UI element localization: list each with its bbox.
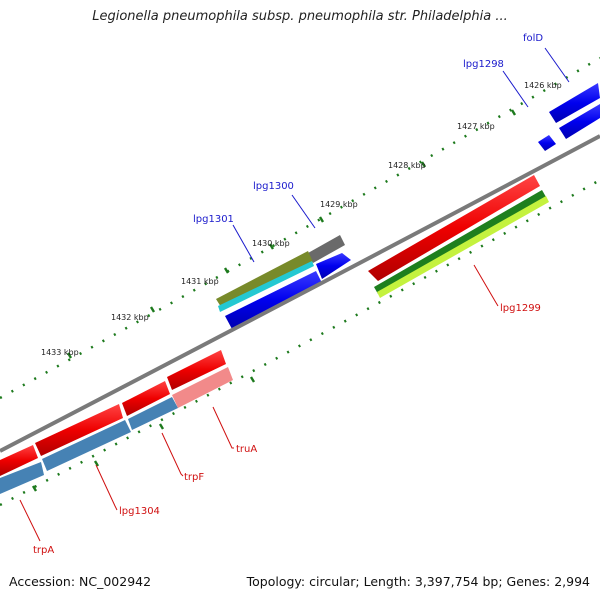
scale-label-1426: 1426 kbp [524,81,562,90]
gene-feature-blue-long[interactable] [225,271,322,329]
leader-fold [544,47,570,83]
forward-genes[interactable] [216,83,600,329]
gene-label-lpg1301: lpg1301 [193,214,234,225]
gene-feature-lpg1300-gray[interactable] [308,235,345,263]
gene-feature-lpg1299-green[interactable] [374,190,546,294]
leader-trpa [19,499,41,542]
leader-lpg1298 [502,70,529,108]
gene-label-lpg1298: lpg1298 [463,59,504,70]
gene-label-lpg1299: lpg1299 [500,303,541,314]
map-title: Legionella pneumophila subsp. pneumophil… [92,9,508,24]
gene-label-fold: folD [523,33,543,44]
leader-lpg1304 [95,464,118,511]
gene-feature-red-left[interactable] [35,404,123,456]
gene-feature-lpg1304[interactable] [42,420,131,471]
gene-feature-small-blue[interactable] [538,135,556,151]
leader-trua [212,406,234,449]
gene-label-lpg1300: lpg1300 [253,181,294,192]
gene-feature-red-edge[interactable] [0,445,38,476]
gene-label-lpg1304: lpg1304 [119,506,160,517]
genome-backbone [0,134,600,453]
gene-feature-red-upper[interactable] [167,350,226,390]
leader-lpg1300 [291,194,316,229]
gene-feature-trpf[interactable] [128,397,178,430]
scale-label-1428: 1428 kbp [388,161,426,170]
gene-feature-lpg1300[interactable] [316,253,351,279]
scale-labels: 1426 kbp 1427 kbp 1428 kbp 1429 kbp 1430… [41,81,562,357]
gene-feature-lpg1299-red[interactable] [368,175,540,281]
topology-summary: Topology: circular; Length: 3,397,754 bp… [246,574,590,589]
gene-label-trpf: trpF [184,472,204,483]
accession-text: Accession: NC_002942 [9,574,152,589]
gene-feature-fold[interactable] [549,83,600,123]
gene-feature-lpg1299-lime[interactable] [377,196,549,298]
leader-lines [19,47,570,542]
scale-label-1433: 1433 kbp [41,348,79,357]
reverse-genes[interactable] [0,175,549,494]
gene-feature-trpa[interactable] [0,462,44,494]
reverse-dotted-ring [0,178,600,507]
gene-feature-lpg1298[interactable] [559,104,600,139]
leader-lpg1301 [232,224,255,263]
gene-feature-red-mid[interactable] [122,381,170,416]
scale-label-1430: 1430 kbp [252,239,290,248]
gene-feature-lpg1301-olive[interactable] [216,251,313,307]
scale-label-1431: 1431 kbp [181,277,219,286]
scale-label-1429: 1429 kbp [320,200,358,209]
scale-label-1432: 1432 kbp [111,313,149,322]
scale-label-1427: 1427 kbp [457,122,495,131]
leader-trpf [161,432,184,477]
gene-feature-lpg1301-cyan[interactable] [218,261,314,312]
gene-name-labels[interactable]: folD lpg1298 lpg1300 lpg1301 lpg1299 tru… [33,33,543,556]
leader-lpg1299 [473,264,499,307]
gene-label-trpa: trpA [33,545,54,556]
forward-major-ticks [66,109,517,359]
gene-feature-trua[interactable] [172,367,233,408]
gene-label-trua: truA [236,444,257,455]
reverse-major-ticks [31,376,256,492]
